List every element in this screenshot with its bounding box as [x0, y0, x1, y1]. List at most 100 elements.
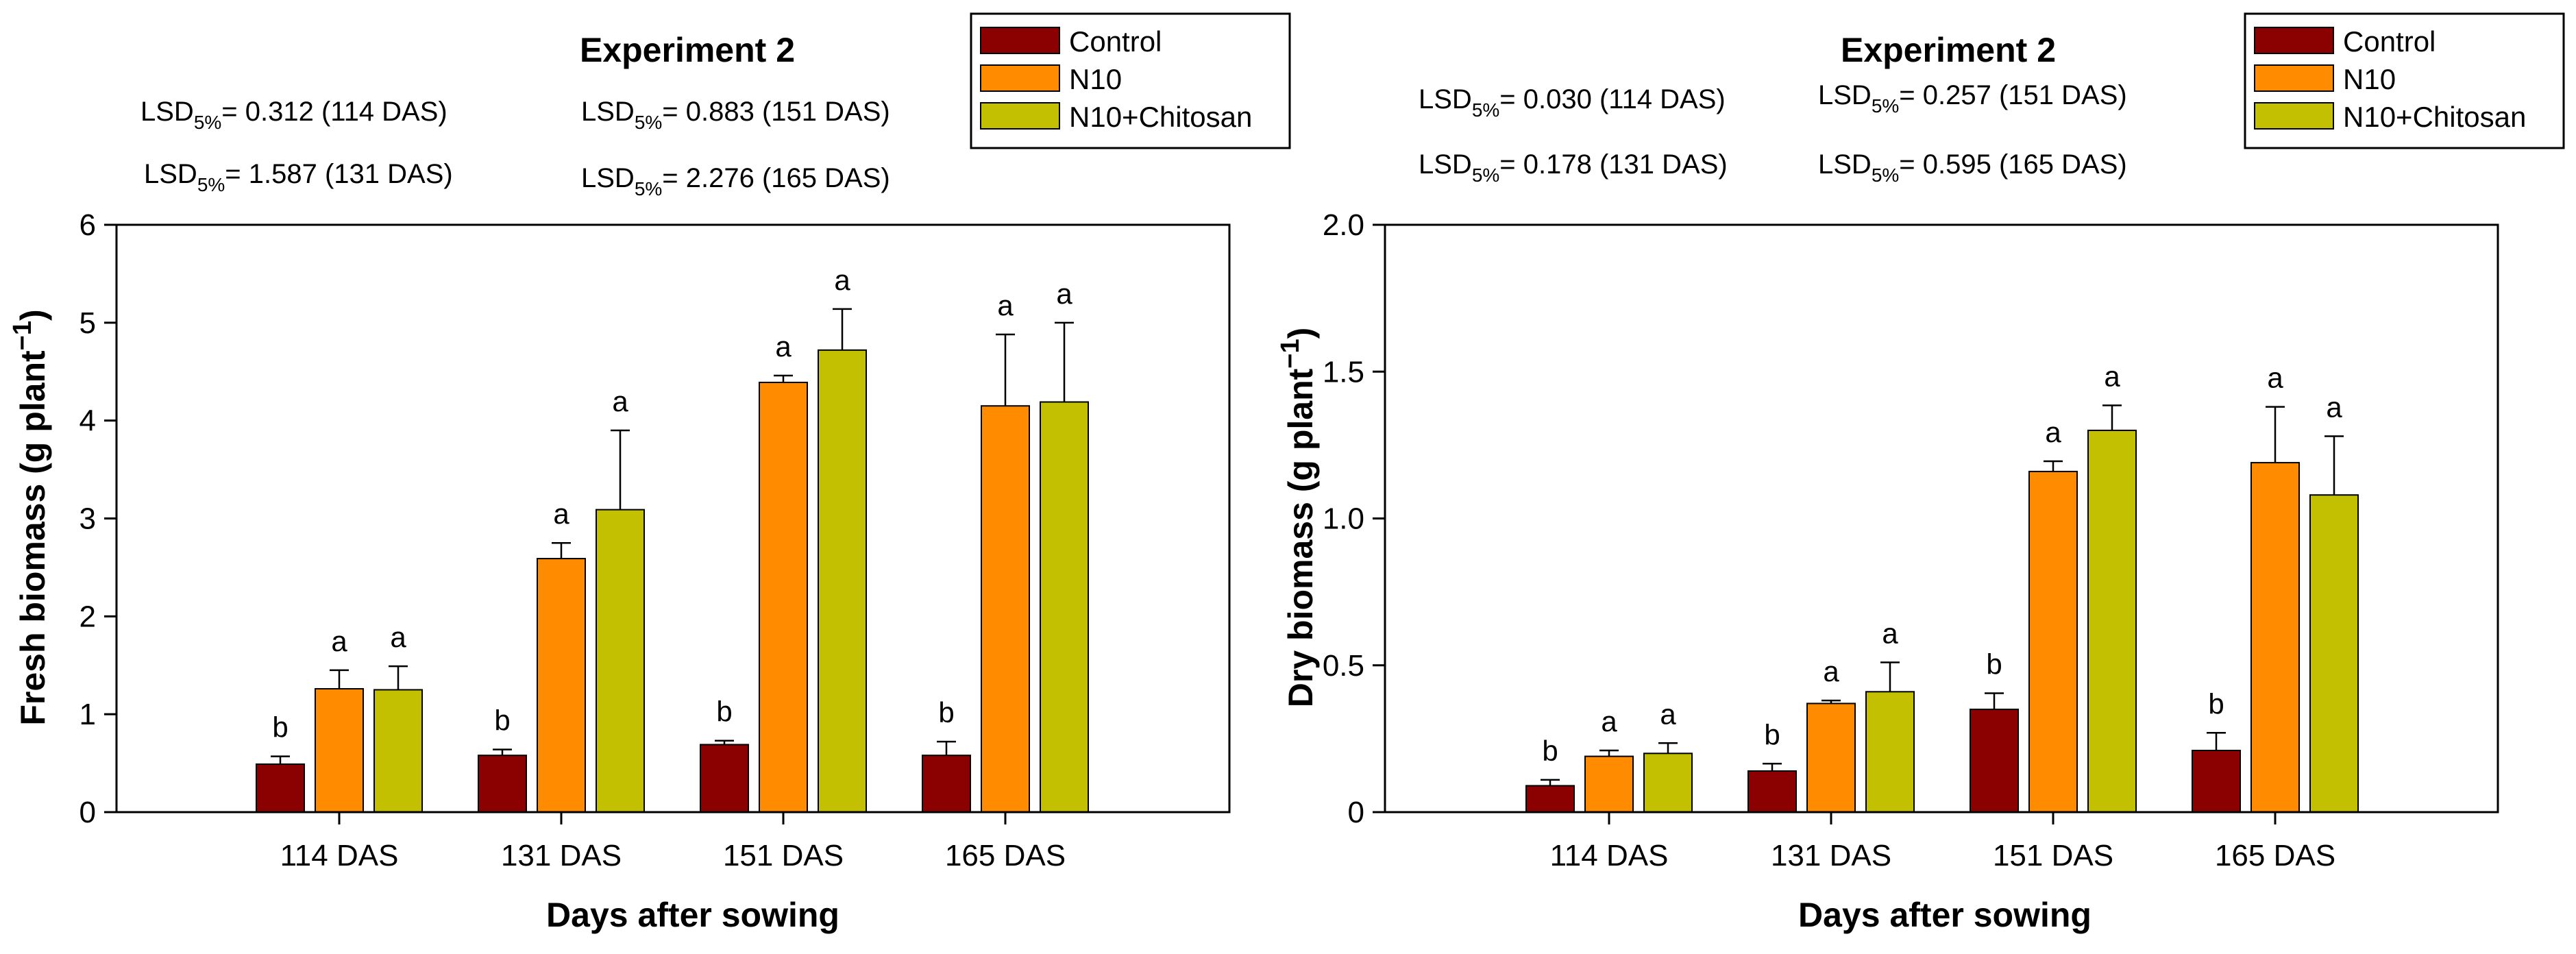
bar-n10 [759, 381, 808, 813]
plot-frame [115, 223, 1231, 814]
y-tick-label: 6 [79, 208, 96, 242]
bar-control [1970, 709, 2019, 814]
significance-letter: b [2208, 687, 2224, 720]
y-tick-label: 0.5 [1323, 649, 1364, 683]
legend-label-n10: N10 [2343, 63, 2396, 95]
bar-n10 [2028, 470, 2078, 813]
lsd-131: LSD5%= 1.587 (131 DAS) [144, 159, 453, 195]
legend: Control N10 N10+Chitosan [2244, 12, 2565, 149]
significance-letter: a [2104, 360, 2120, 393]
significance-letter: a [331, 625, 347, 657]
significance-letter: a [2267, 362, 2283, 394]
dry-biomass-chart: Experiment 2 LSD5%= 0.030 (114 DAS) LSD5… [1276, 12, 2565, 934]
significance-letter: a [1823, 655, 1839, 687]
x-tick-label: 114 DAS [280, 839, 399, 872]
significance-letter: b [1764, 718, 1780, 750]
y-axis-label: Fresh biomass (g plant−1) [8, 309, 52, 725]
significance-letter: a [1882, 617, 1898, 649]
x-tick-label: 165 DAS [945, 839, 1066, 872]
lsd-151: LSD5%= 0.257 (151 DAS) [1818, 80, 2127, 117]
plot-area: 0 1 2 3 4 5 6 114 DAS b a a 131 DAS b a a 151 DAS b a a 165… [79, 208, 1089, 872]
significance-letter: a [553, 498, 569, 530]
plot-frame [1384, 223, 2499, 814]
legend-swatch-n10 [980, 64, 1060, 92]
y-tick-label: 0 [79, 796, 96, 829]
legend-label-n10-chitosan: N10+Chitosan [2343, 101, 2526, 133]
x-tick-label: 151 DAS [723, 839, 844, 872]
bar-control [256, 763, 305, 814]
y-tick-label: 3 [79, 502, 96, 536]
lsd-151: LSD5%= 0.883 (151 DAS) [581, 97, 890, 133]
significance-letter: a [997, 289, 1014, 321]
lsd-114: LSD5%= 0.030 (114 DAS) [1419, 84, 1726, 121]
legend-swatch-n10-chitosan [980, 102, 1060, 130]
x-axis-label: Days after sowing [546, 896, 839, 934]
significance-letter: b [272, 711, 288, 744]
bar-control [1525, 785, 1575, 814]
significance-letter: a [1660, 698, 1676, 730]
bar-n10-chitosan [1865, 691, 1915, 813]
legend-label-n10-chitosan: N10+Chitosan [1069, 101, 1252, 133]
bar-n10-chitosan [818, 349, 867, 813]
significance-letter: b [1986, 648, 2002, 680]
bar-control [2192, 750, 2241, 814]
y-tick-label: 0 [1348, 796, 1364, 829]
x-tick-label: 131 DAS [1771, 839, 1891, 872]
legend-label-control: Control [2343, 25, 2436, 58]
bar-n10-chitosan [373, 689, 423, 813]
bar-n10-chitosan [2087, 429, 2137, 813]
significance-letter: a [1056, 278, 1072, 310]
significance-letter: b [938, 696, 954, 729]
x-axis-label: Days after sowing [1798, 896, 2092, 934]
bar-control [1747, 770, 1797, 814]
significance-letter: b [494, 705, 510, 737]
chart-title: Experiment 2 [1841, 31, 2056, 69]
y-tick-label: 2.0 [1323, 208, 1364, 242]
x-tick-label: 131 DAS [501, 839, 622, 872]
fresh-biomass-chart: Experiment 2 LSD5%= 0.312 (114 DAS) LSD5… [8, 12, 1291, 934]
legend-swatch-control [980, 27, 1060, 54]
legend-swatch-n10-chitosan [2254, 102, 2334, 130]
bar-control [700, 744, 749, 813]
legend-label-n10: N10 [1069, 63, 1122, 95]
significance-letter: a [390, 621, 406, 653]
bar-n10-chitosan [2309, 494, 2359, 813]
bar-n10 [1584, 755, 1634, 813]
lsd-131: LSD5%= 0.178 (131 DAS) [1419, 149, 1728, 186]
x-tick-label: 114 DAS [1550, 839, 1669, 872]
lsd-165: LSD5%= 2.276 (165 DAS) [581, 163, 890, 199]
significance-letter: a [834, 264, 850, 296]
y-axis-label: Dry biomass (g plant−1) [1276, 328, 1320, 708]
chart-title: Experiment 2 [580, 31, 795, 69]
bar-n10 [2250, 462, 2300, 814]
significance-letter: b [1542, 735, 1558, 767]
bar-n10 [315, 688, 364, 814]
bar-n10 [537, 558, 586, 813]
significance-letter: a [2326, 391, 2342, 424]
y-tick-label: 4 [79, 404, 96, 438]
lsd-114: LSD5%= 0.312 (114 DAS) [140, 97, 447, 133]
y-tick-label: 1.5 [1323, 355, 1364, 389]
y-tick-label: 1.0 [1323, 502, 1364, 536]
bar-n10 [981, 405, 1030, 813]
legend-swatch-n10 [2254, 64, 2334, 92]
x-tick-label: 165 DAS [2215, 839, 2335, 872]
plot-area: 0 0.5 1.0 1.5 2.0 114 DAS b a a 131 DAS b a a 151 DAS… [1323, 208, 2359, 872]
bar-n10-chitosan [1040, 401, 1089, 813]
y-tick-label: 2 [79, 600, 96, 633]
x-tick-label: 151 DAS [1993, 839, 2113, 872]
legend-swatch-control [2254, 27, 2334, 54]
lsd-165: LSD5%= 0.595 (165 DAS) [1818, 149, 2127, 186]
significance-letter: a [775, 330, 792, 363]
bar-n10-chitosan [1643, 753, 1693, 814]
significance-letter: a [1601, 705, 1617, 737]
significance-letter: b [716, 696, 732, 728]
y-tick-label: 1 [79, 698, 96, 731]
bar-control [922, 755, 971, 813]
significance-letter: a [2045, 416, 2061, 448]
significance-letter: a [612, 385, 628, 417]
y-tick-label: 5 [79, 306, 96, 340]
legend-label-control: Control [1069, 25, 1162, 58]
bar-n10-chitosan [596, 509, 645, 814]
